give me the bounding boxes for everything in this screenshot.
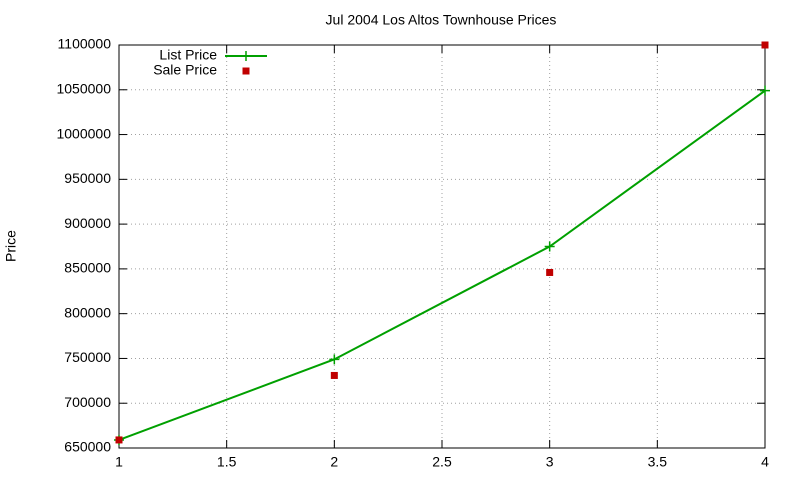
- y-tick-label: 950000: [64, 170, 111, 186]
- point: [115, 436, 123, 444]
- point: [329, 354, 340, 365]
- x-tick-label: 3.5: [648, 454, 668, 470]
- x-tick-label: 1.5: [217, 454, 237, 470]
- point: [546, 268, 554, 276]
- legend-label: List Price: [159, 47, 217, 63]
- y-tick-label: 650000: [64, 439, 111, 455]
- x-tick-label: 3: [546, 454, 554, 470]
- y-axis-label: Price: [3, 230, 19, 262]
- point: [761, 41, 769, 49]
- x-tick-label: 2: [330, 454, 338, 470]
- chart-title: Jul 2004 Los Altos Townhouse Prices: [326, 12, 557, 28]
- x-tick-label: 1: [115, 454, 123, 470]
- x-tick-label: 4: [761, 454, 769, 470]
- y-tick-label: 1100000: [58, 36, 112, 52]
- plot-border: [118, 44, 766, 449]
- y-tick-label: 800000: [64, 304, 111, 320]
- y-tick-label: 700000: [64, 394, 111, 410]
- y-tick-label: 850000: [64, 260, 111, 276]
- legend-marker: [242, 67, 250, 75]
- line: [118, 89, 766, 441]
- y-tick-label: 1050000: [56, 80, 111, 96]
- y-tick-label: 750000: [64, 349, 111, 365]
- point: [760, 85, 770, 96]
- legend-label: Sale Price: [153, 62, 217, 78]
- point: [330, 371, 338, 379]
- x-tick-label: 2.5: [432, 454, 452, 470]
- y-tick-label: 900000: [64, 215, 111, 231]
- y-tick-label: 1000000: [56, 125, 111, 141]
- legend-marker: [241, 51, 251, 61]
- point: [544, 241, 555, 252]
